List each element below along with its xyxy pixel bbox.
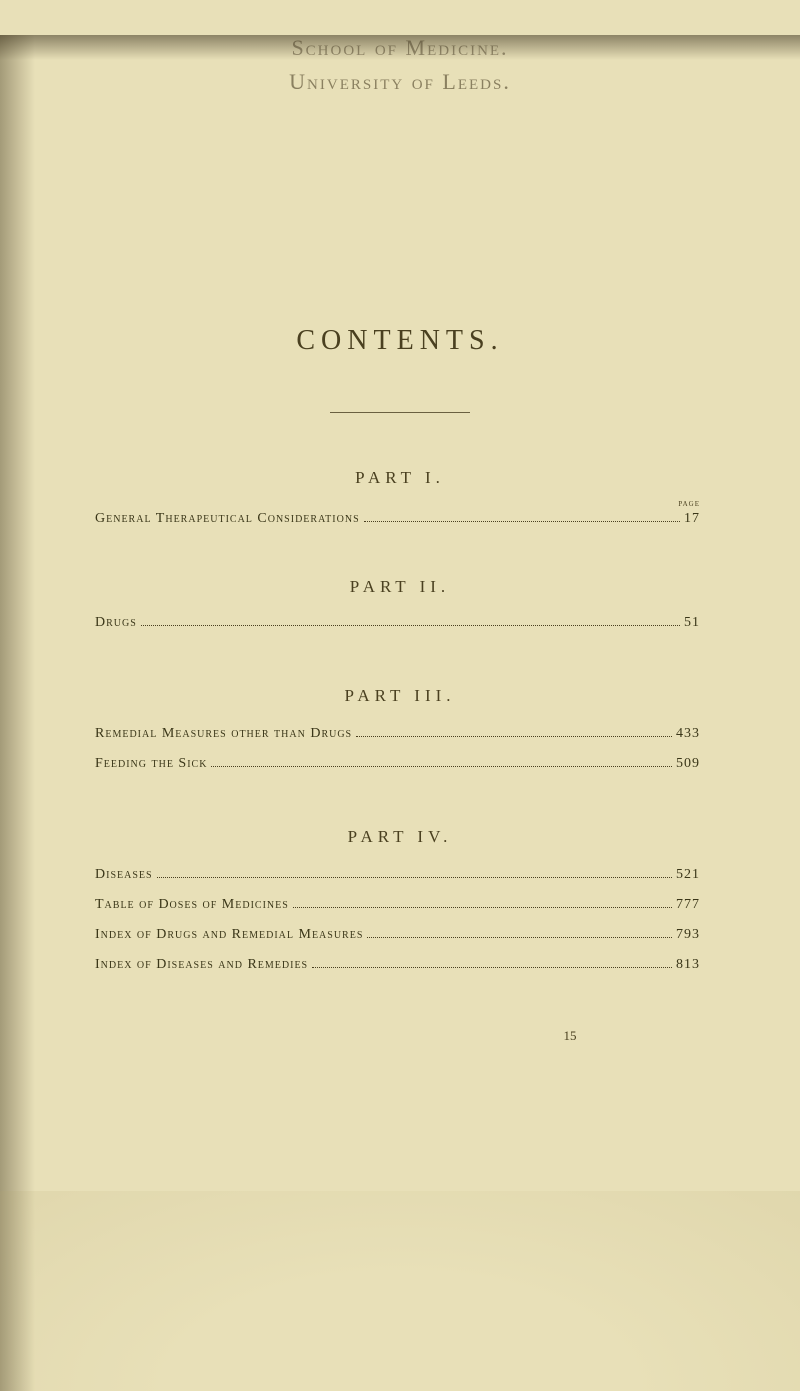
header-university: University of Leeds. xyxy=(0,69,800,95)
divider xyxy=(330,412,470,413)
toc-entry: Remedial Measures other than Drugs 433 xyxy=(95,726,700,742)
toc-page: 813 xyxy=(676,957,700,973)
toc-page: 777 xyxy=(676,897,700,913)
toc-entry: Drugs 51 xyxy=(95,615,700,631)
page-label: page xyxy=(0,498,700,509)
part-2-header: PART II. xyxy=(0,577,800,597)
page-container: School of Medicine. University of Leeds.… xyxy=(0,35,800,1391)
part-3-section: PART III. Remedial Measures other than D… xyxy=(0,686,800,772)
toc-dots xyxy=(157,877,672,878)
vignette xyxy=(0,1191,800,1391)
toc-dots xyxy=(141,625,680,626)
part-4-header: PART IV. xyxy=(0,827,800,847)
part-1-section: PART I. page General Therapeutical Consi… xyxy=(0,468,800,527)
toc-entry: Feeding the Sick 509 xyxy=(95,756,700,772)
toc-entry: General Therapeutical Considerations 17 xyxy=(95,511,700,527)
contents-title: CONTENTS. xyxy=(0,325,800,357)
toc-entry: Table of Doses of Medicines 777 xyxy=(95,897,700,913)
toc-dots xyxy=(356,736,672,737)
toc-page: 509 xyxy=(676,756,700,772)
toc-title: Index of Drugs and Remedial Measures xyxy=(95,927,363,943)
toc-dots xyxy=(293,907,672,908)
toc-dots xyxy=(211,766,672,767)
toc-page: 433 xyxy=(676,726,700,742)
part-2-section: PART II. Drugs 51 xyxy=(0,577,800,631)
toc-dots xyxy=(364,521,680,522)
toc-page: 51 xyxy=(684,615,700,631)
toc-dots xyxy=(312,967,672,968)
toc-dots xyxy=(367,937,672,938)
part-1-header: PART I. xyxy=(0,468,800,488)
toc-title: Index of Diseases and Remedies xyxy=(95,957,308,973)
toc-title: Drugs xyxy=(95,615,137,631)
toc-entry: Index of Diseases and Remedies 813 xyxy=(95,957,700,973)
part-3-header: PART III. xyxy=(0,686,800,706)
part-4-section: PART IV. Diseases 521 Table of Doses of … xyxy=(0,827,800,973)
toc-entry: Index of Drugs and Remedial Measures 793 xyxy=(95,927,700,943)
toc-title: Feeding the Sick xyxy=(95,756,207,772)
toc-title: General Therapeutical Considerations xyxy=(95,511,360,527)
toc-page: 521 xyxy=(676,867,700,883)
left-shadow xyxy=(0,35,35,1391)
top-shadow xyxy=(0,35,800,60)
toc-page: 793 xyxy=(676,927,700,943)
toc-title: Diseases xyxy=(95,867,153,883)
page-number: 15 xyxy=(340,1028,800,1044)
toc-page: 17 xyxy=(684,511,700,527)
toc-title: Table of Doses of Medicines xyxy=(95,897,289,913)
toc-title: Remedial Measures other than Drugs xyxy=(95,726,352,742)
toc-entry: Diseases 521 xyxy=(95,867,700,883)
